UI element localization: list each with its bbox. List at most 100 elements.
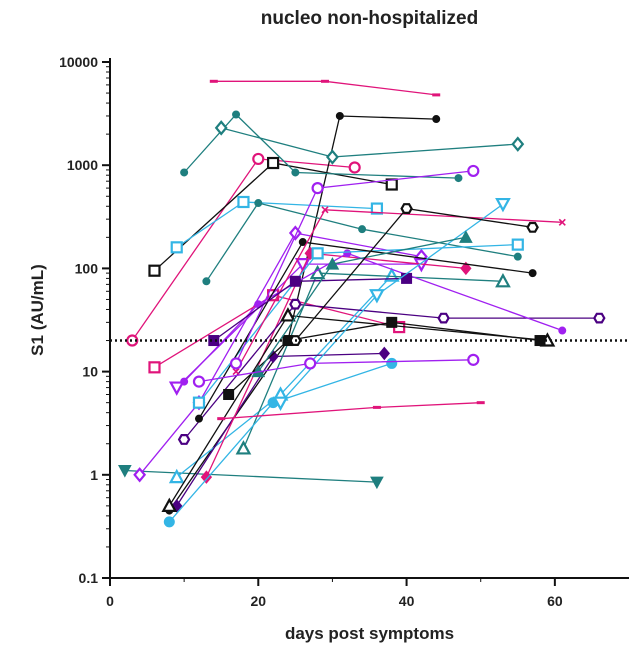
series-line <box>183 252 563 383</box>
data-point <box>558 218 566 226</box>
data-point <box>385 178 398 191</box>
series <box>126 152 361 347</box>
series-line <box>168 314 548 507</box>
data-point <box>235 440 252 455</box>
data-point <box>358 225 367 234</box>
data-point <box>117 465 132 478</box>
series-line <box>235 209 563 372</box>
data-point <box>180 168 189 177</box>
data-point <box>177 434 191 445</box>
data-point <box>229 357 243 370</box>
data-point <box>180 377 189 386</box>
series-line <box>124 469 377 483</box>
data-point <box>459 230 473 243</box>
data-point <box>126 334 139 347</box>
data-point <box>168 381 185 396</box>
data-point <box>437 312 450 324</box>
data-point <box>148 361 161 374</box>
data-point <box>526 221 539 233</box>
data-point <box>593 312 606 324</box>
x-tick-label: 0 <box>106 593 114 609</box>
data-point <box>200 470 213 484</box>
data-point <box>348 161 361 174</box>
series-layer <box>117 79 606 528</box>
x-tick-label: 40 <box>399 593 415 609</box>
data-point <box>254 199 263 208</box>
data-point <box>223 388 235 400</box>
data-point <box>311 247 324 260</box>
series <box>192 353 480 388</box>
data-point <box>400 203 413 214</box>
data-point <box>202 277 211 286</box>
data-point <box>267 156 280 170</box>
series-line <box>235 170 474 364</box>
series <box>194 238 537 423</box>
data-point <box>298 238 307 247</box>
data-point <box>401 272 413 284</box>
series <box>251 230 473 378</box>
y-tick-label: 1 <box>90 467 98 483</box>
data-point <box>325 149 339 165</box>
data-point <box>208 335 220 347</box>
data-point <box>321 206 329 214</box>
data-point <box>237 195 250 209</box>
data-point <box>280 307 296 322</box>
series <box>180 249 567 386</box>
data-point <box>168 468 185 484</box>
data-point <box>454 174 463 183</box>
series <box>214 120 525 165</box>
series <box>208 272 413 347</box>
y-tick-label: 100 <box>75 260 99 276</box>
y-tick-label: 10 <box>82 364 98 380</box>
data-point <box>335 111 344 120</box>
x-axis-label: days post symptoms <box>284 624 455 643</box>
series <box>117 465 384 490</box>
series <box>170 195 384 254</box>
data-point <box>252 152 265 166</box>
data-point <box>378 346 390 361</box>
data-point <box>528 269 537 278</box>
data-point <box>386 316 398 328</box>
data-point <box>343 249 352 258</box>
data-point <box>232 110 241 119</box>
series <box>192 238 524 409</box>
data-point <box>192 396 206 409</box>
data-point <box>495 272 511 288</box>
data-point <box>133 467 147 483</box>
data-point <box>289 298 302 310</box>
data-point <box>304 357 317 370</box>
series-line <box>176 275 393 478</box>
data-point <box>289 275 301 287</box>
data-point <box>495 197 511 213</box>
data-point <box>386 357 398 369</box>
x-tick-label: 20 <box>250 593 266 609</box>
data-point <box>291 168 300 177</box>
data-point <box>214 120 228 136</box>
data-point <box>232 368 240 376</box>
data-point <box>325 257 340 270</box>
data-point <box>148 264 161 277</box>
series-line <box>198 241 533 420</box>
data-point <box>511 238 524 251</box>
data-point <box>370 476 384 490</box>
series <box>163 357 398 528</box>
series-line <box>183 303 600 440</box>
data-point <box>383 267 400 282</box>
axis-layer: 0.1 1 10 100 1000 10000 0 20 40 60 <box>59 54 629 609</box>
series <box>180 110 463 183</box>
series-line <box>294 207 533 341</box>
data-point <box>192 375 206 388</box>
x-tick-label: 60 <box>547 593 563 609</box>
data-point <box>370 202 384 215</box>
series <box>235 264 511 455</box>
series <box>168 267 400 484</box>
data-point <box>513 252 522 261</box>
data-point <box>558 326 567 335</box>
data-point <box>161 497 178 512</box>
data-point <box>460 261 472 276</box>
y-tick-label: 1000 <box>67 157 98 173</box>
chart-title: nucleo non-hospitalized <box>260 8 479 29</box>
data-point <box>511 136 525 152</box>
series <box>289 203 539 346</box>
